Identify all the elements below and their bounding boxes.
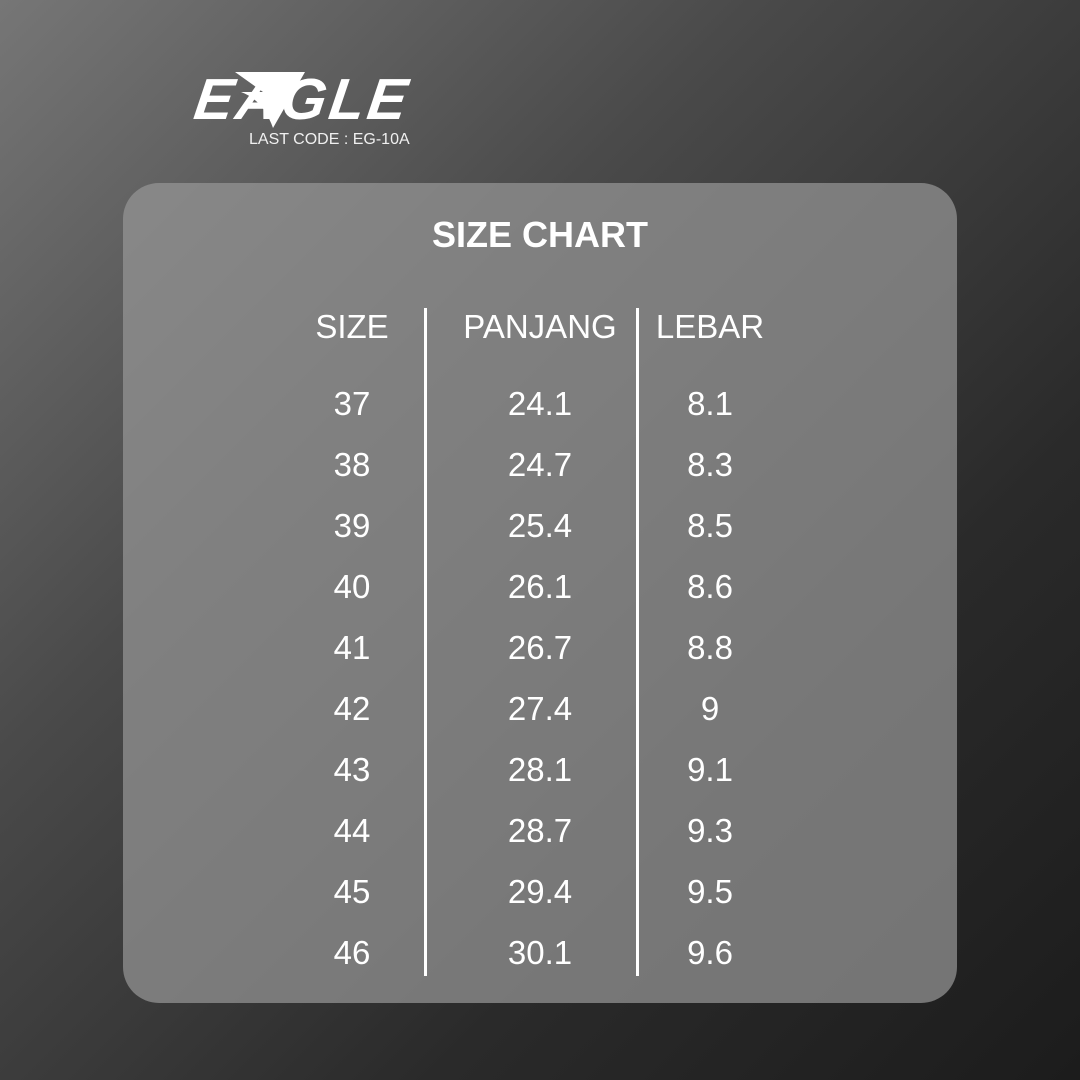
table-cell: 9.1 bbox=[687, 751, 733, 788]
table-cell: 43 bbox=[333, 751, 371, 788]
table-cell: 8.3 bbox=[687, 446, 733, 483]
table-cell: 28.7 bbox=[507, 812, 573, 849]
table-cell: 26.1 bbox=[507, 568, 573, 605]
table-cell: 39 bbox=[333, 507, 371, 544]
eagle-logo-icon bbox=[235, 72, 305, 128]
column-header: SIZE bbox=[315, 308, 389, 345]
table-cell: 8.6 bbox=[687, 568, 733, 605]
table-cell: 9.5 bbox=[687, 873, 733, 910]
table-cell: 27.4 bbox=[507, 690, 573, 727]
table-cell: 24.7 bbox=[507, 446, 573, 483]
table-cell: 28.1 bbox=[507, 751, 573, 788]
table-cell: 41 bbox=[333, 629, 371, 666]
table-cell: 30.1 bbox=[507, 934, 573, 971]
column-divider bbox=[424, 308, 427, 976]
table-cell: 38 bbox=[333, 446, 371, 483]
table-cell: 25.4 bbox=[507, 507, 573, 544]
size-chart-card bbox=[123, 183, 957, 1003]
table-cell: 24.1 bbox=[507, 385, 573, 422]
table-cell: 42 bbox=[333, 690, 371, 727]
table-cell: 29.4 bbox=[507, 873, 573, 910]
table-cell: 8.5 bbox=[687, 507, 733, 544]
table-cell: 8.1 bbox=[687, 385, 733, 422]
table-cell: 45 bbox=[333, 873, 371, 910]
last-code: LAST CODE : EG-10A bbox=[249, 131, 410, 148]
column-header: LEBAR bbox=[655, 308, 765, 345]
table-cell: 9.6 bbox=[687, 934, 733, 971]
table-cell: 9 bbox=[700, 690, 720, 727]
brand-name: EAGLE bbox=[190, 67, 415, 132]
table-cell: 8.8 bbox=[687, 629, 733, 666]
table-cell: 44 bbox=[333, 812, 371, 849]
column-divider bbox=[636, 308, 639, 976]
table-cell: 40 bbox=[333, 568, 371, 605]
chart-title: SIZE CHART bbox=[432, 214, 648, 255]
column-header: PANJANG bbox=[463, 308, 617, 345]
table-cell: 9.3 bbox=[687, 812, 733, 849]
table-cell: 46 bbox=[333, 934, 371, 971]
table-cell: 26.7 bbox=[507, 629, 573, 666]
table-cell: 37 bbox=[333, 385, 371, 422]
